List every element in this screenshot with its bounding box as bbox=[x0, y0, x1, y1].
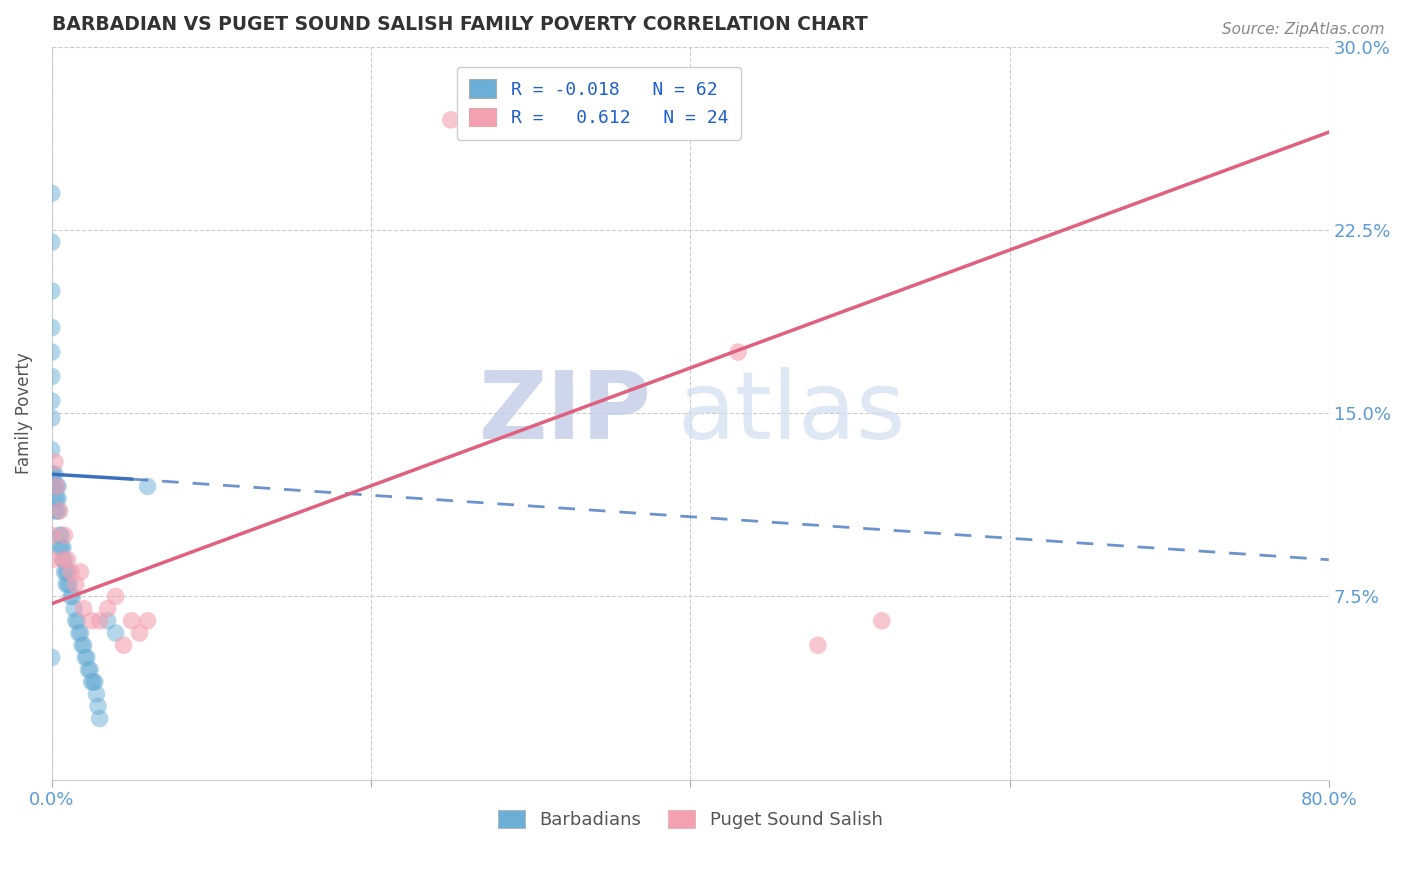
Point bbox=[44, 504, 66, 518]
Point bbox=[136, 479, 159, 493]
Text: BARBADIAN VS PUGET SOUND SALISH FAMILY POVERTY CORRELATION CHART: BARBADIAN VS PUGET SOUND SALISH FAMILY P… bbox=[52, 15, 868, 34]
Point bbox=[83, 674, 105, 689]
Point bbox=[46, 479, 69, 493]
Point bbox=[82, 674, 104, 689]
Point bbox=[97, 614, 120, 628]
Point bbox=[55, 577, 77, 591]
Point bbox=[73, 638, 96, 652]
Point bbox=[67, 626, 90, 640]
Point bbox=[41, 479, 63, 493]
Point bbox=[104, 626, 127, 640]
Point bbox=[51, 541, 73, 555]
Point bbox=[41, 479, 63, 493]
Point bbox=[69, 626, 91, 640]
Point bbox=[44, 479, 66, 493]
Point bbox=[70, 638, 93, 652]
Point bbox=[89, 712, 111, 726]
Point bbox=[41, 320, 63, 334]
Point bbox=[41, 552, 63, 566]
Point bbox=[75, 650, 97, 665]
Point bbox=[45, 491, 67, 506]
Point bbox=[69, 565, 91, 579]
Point bbox=[41, 369, 63, 384]
Point bbox=[56, 565, 79, 579]
Point bbox=[89, 614, 111, 628]
Point bbox=[727, 345, 749, 359]
Point bbox=[65, 577, 87, 591]
Point bbox=[41, 345, 63, 359]
Point bbox=[80, 614, 103, 628]
Point bbox=[58, 577, 80, 591]
Point bbox=[45, 504, 67, 518]
Point bbox=[59, 565, 82, 579]
Point bbox=[77, 663, 100, 677]
Point bbox=[41, 479, 63, 493]
Point bbox=[41, 528, 63, 542]
Point bbox=[97, 601, 120, 615]
Point bbox=[55, 565, 77, 579]
Point bbox=[65, 614, 87, 628]
Point bbox=[62, 590, 84, 604]
Point bbox=[48, 504, 70, 518]
Point bbox=[104, 590, 127, 604]
Point bbox=[76, 650, 98, 665]
Point bbox=[440, 112, 463, 127]
Point bbox=[41, 284, 63, 298]
Text: atlas: atlas bbox=[678, 368, 905, 459]
Point bbox=[44, 491, 66, 506]
Point bbox=[44, 467, 66, 482]
Point bbox=[136, 614, 159, 628]
Point bbox=[870, 614, 893, 628]
Point bbox=[41, 479, 63, 493]
Point bbox=[46, 504, 69, 518]
Point bbox=[80, 674, 103, 689]
Point bbox=[66, 614, 89, 628]
Legend: Barbadians, Puget Sound Salish: Barbadians, Puget Sound Salish bbox=[491, 803, 890, 837]
Point bbox=[63, 601, 86, 615]
Y-axis label: Family Poverty: Family Poverty bbox=[15, 352, 32, 474]
Point bbox=[53, 565, 76, 579]
Point bbox=[53, 552, 76, 566]
Point bbox=[128, 626, 150, 640]
Point bbox=[41, 479, 63, 493]
Point bbox=[41, 411, 63, 425]
Point bbox=[45, 479, 67, 493]
Point bbox=[52, 541, 75, 555]
Point bbox=[86, 687, 108, 701]
Point bbox=[807, 638, 830, 652]
Point bbox=[41, 467, 63, 482]
Point bbox=[41, 235, 63, 249]
Point bbox=[79, 663, 101, 677]
Point bbox=[41, 650, 63, 665]
Point bbox=[56, 552, 79, 566]
Point bbox=[42, 467, 65, 482]
Point bbox=[46, 491, 69, 506]
Text: ZIP: ZIP bbox=[479, 368, 652, 459]
Point bbox=[87, 699, 110, 714]
Point bbox=[51, 528, 73, 542]
Point bbox=[41, 186, 63, 201]
Point bbox=[45, 479, 67, 493]
Point bbox=[73, 601, 96, 615]
Point bbox=[52, 552, 75, 566]
Point bbox=[48, 528, 70, 542]
Point bbox=[121, 614, 143, 628]
Text: Source: ZipAtlas.com: Source: ZipAtlas.com bbox=[1222, 22, 1385, 37]
Point bbox=[56, 577, 79, 591]
Point bbox=[41, 442, 63, 457]
Point bbox=[112, 638, 135, 652]
Point bbox=[48, 541, 70, 555]
Point bbox=[41, 393, 63, 408]
Point bbox=[59, 590, 82, 604]
Point bbox=[52, 552, 75, 566]
Point bbox=[53, 528, 76, 542]
Point bbox=[44, 455, 66, 469]
